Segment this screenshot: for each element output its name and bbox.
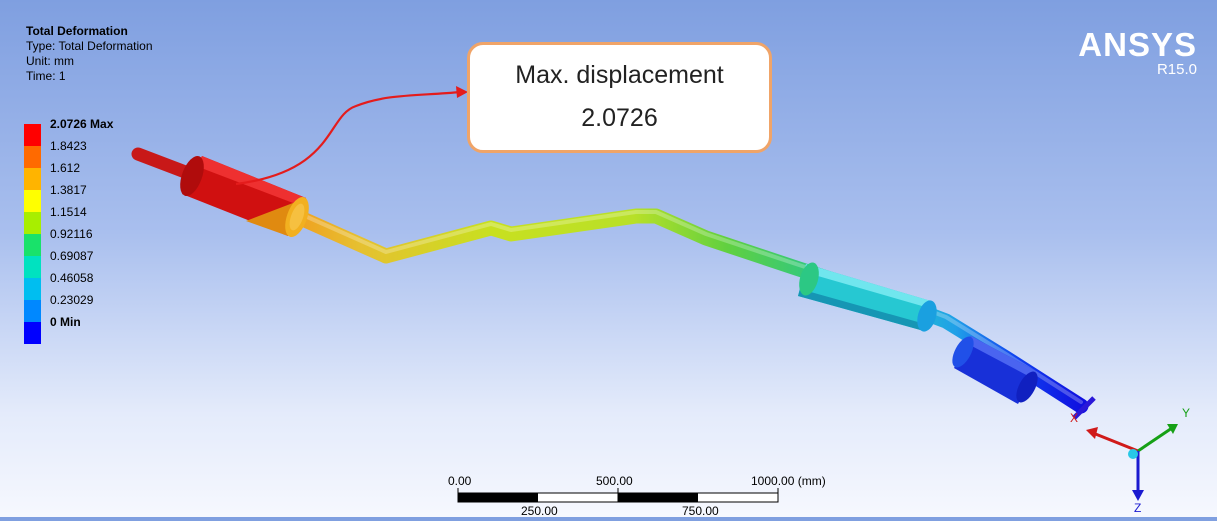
legend-label: 1.8423: [50, 139, 87, 153]
legend-row: 0.46058: [24, 271, 144, 300]
legend-label: 1.612: [50, 161, 81, 175]
result-unit: Unit: mm: [26, 54, 74, 68]
legend-swatch: [24, 322, 41, 344]
legend-swatch: [24, 256, 41, 278]
ansys-logo: ANSYS R15.0: [1078, 28, 1197, 78]
callout-arrowhead: [456, 86, 468, 98]
legend-row: 0.92116: [24, 227, 144, 256]
legend-swatch: [24, 190, 41, 212]
legend-row: 2.0726 Max: [24, 117, 144, 146]
legend-label: 2.0726 Max: [50, 117, 114, 131]
scale-label: 250.00: [521, 504, 558, 518]
scale-label: 0.00: [448, 474, 472, 488]
brand-name: ANSYS: [1078, 26, 1197, 63]
triad-z-label: Z: [1134, 501, 1142, 515]
legend-label: 0 Min: [50, 315, 81, 329]
legend-swatch: [24, 146, 41, 168]
legend-swatch: [24, 168, 41, 190]
triad-y-label: Y: [1182, 406, 1191, 420]
legend-row: 1.612: [24, 161, 144, 190]
result-type: Type: Total Deformation: [26, 39, 153, 53]
max-displacement-callout: Max. displacement 2.0726: [467, 42, 772, 153]
result-info: Total Deformation Type: Total Deformatio…: [26, 24, 153, 84]
legend-row: 1.8423: [24, 139, 144, 168]
legend-label: 0.46058: [50, 271, 94, 285]
legend-label: 1.1514: [50, 205, 87, 219]
scale-bar: 0.00 500.00 1000.00 (mm) 250.00 750.00: [446, 474, 866, 521]
exhaust-pipe: [288, 208, 1089, 414]
graphics-viewport[interactable]: Total Deformation Type: Total Deformatio…: [6, 6, 1211, 518]
model-scene[interactable]: [6, 6, 1211, 511]
result-time: Time: 1: [26, 69, 66, 83]
scale-bar-graphic: [457, 488, 779, 503]
legend-row: 0 Min: [24, 315, 144, 344]
callout-arrow: [235, 90, 462, 186]
front-muffler: [180, 155, 309, 238]
scale-label: 1000.00 (mm): [751, 474, 826, 488]
legend-swatch: [24, 124, 41, 146]
rear-muffler: [952, 336, 1038, 404]
callout-value: 2.0726: [581, 104, 658, 132]
legend-row: 0.23029: [24, 293, 144, 322]
legend-row: 0.69087: [24, 249, 144, 278]
scale-label: 500.00: [596, 474, 633, 488]
callout-title: Max. displacement: [515, 61, 724, 89]
triad-x-label: X: [1070, 411, 1079, 425]
center-resonator: [798, 262, 937, 332]
result-title: Total Deformation: [26, 24, 128, 38]
legend-label: 1.3817: [50, 183, 87, 197]
legend-row: 1.3817: [24, 183, 144, 212]
coordinate-triad[interactable]: [1086, 424, 1178, 501]
outlet-flange: [1072, 396, 1096, 420]
scale-label: 750.00: [682, 504, 719, 518]
legend-swatch: [24, 212, 41, 234]
legend-swatch: [24, 300, 41, 322]
legend-label: 0.23029: [50, 293, 94, 307]
legend-label: 0.69087: [50, 249, 94, 263]
legend-label: 0.92116: [50, 227, 93, 241]
brand-version: R15.0: [1156, 61, 1197, 78]
legend-row: 1.1514: [24, 205, 144, 234]
legend-swatch: [24, 278, 41, 300]
legend-swatch: [24, 234, 41, 256]
